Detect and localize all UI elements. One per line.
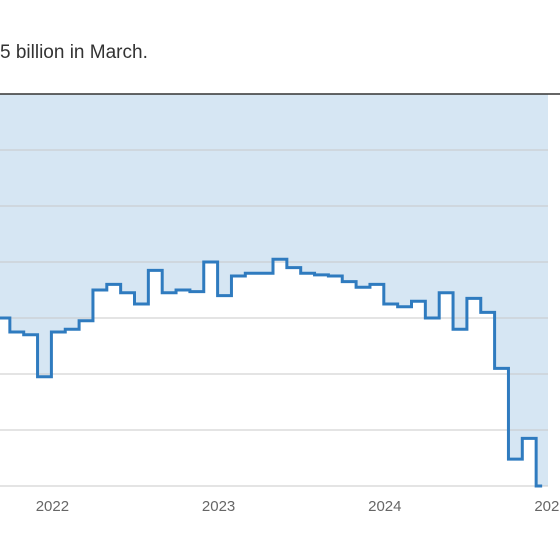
chart-subtitle: 5 billion in March. [0, 42, 148, 63]
x-tick-label-2025: 2025 [534, 498, 560, 515]
series-line [0, 257, 543, 488]
area-fill [0, 94, 548, 486]
x-tick-label-2022: 2022 [36, 498, 69, 515]
x-tick-label-2024: 2024 [368, 498, 401, 515]
x-tick-label-2023: 2023 [202, 498, 235, 515]
